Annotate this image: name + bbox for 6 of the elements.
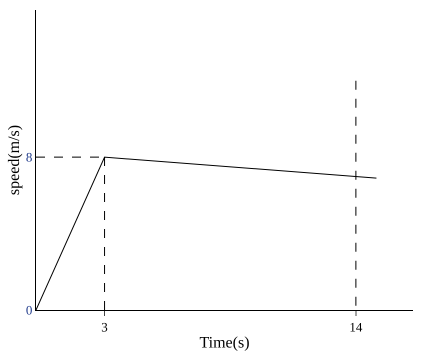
y-axis-title: speed(m/s): [6, 124, 23, 196]
y-tick-label: 8: [26, 150, 32, 165]
y-tick-label: 0: [26, 302, 32, 318]
x-axis-title: Time(s): [199, 334, 250, 352]
x-tick-label: 14: [349, 320, 363, 335]
x-tick-label: 3: [101, 320, 108, 335]
